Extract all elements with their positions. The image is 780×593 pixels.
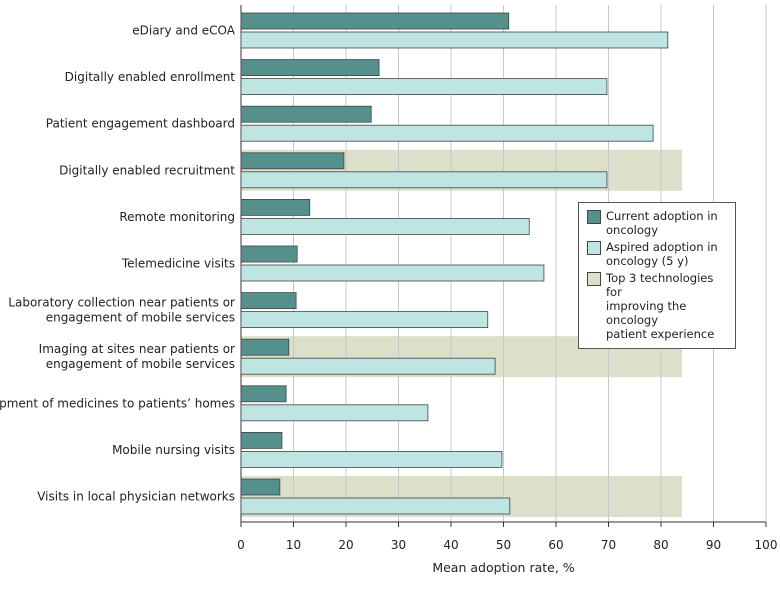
bar-aspired	[240, 311, 489, 329]
category-label-line: engagement of mobile services	[46, 357, 235, 371]
bar-aspired	[240, 404, 429, 422]
category-label-line: engagement of mobile services	[46, 311, 235, 325]
x-tick-label: 100	[755, 538, 778, 552]
legend-item-aspired: Aspired adoption in oncology (5 y)	[587, 240, 729, 268]
category-label-line: Laboratory collection near patients or	[8, 296, 235, 310]
bar-current	[240, 198, 311, 216]
legend-label-current: Current adoption in oncology	[606, 209, 718, 237]
bar-aspired	[240, 450, 503, 468]
category-label: Digitally enabled recruitment	[59, 163, 235, 177]
legend-swatch-current	[587, 210, 601, 224]
category-label: Digitally enabled enrollment	[65, 70, 236, 84]
bar-current	[240, 431, 283, 449]
bar-aspired	[240, 124, 654, 142]
bar-aspired	[240, 357, 496, 375]
legend: Current adoption in oncology Aspired adop…	[578, 202, 736, 349]
legend-item-current: Current adoption in oncology	[587, 209, 729, 237]
x-tick-label: 70	[601, 538, 616, 552]
bar-current	[240, 292, 297, 310]
category-label: Shipment of medicines to patients’ homes	[0, 396, 235, 410]
x-tick-label: 30	[391, 538, 406, 552]
category-label: Mobile nursing visits	[112, 443, 235, 457]
legend-label-top3: Top 3 technologies for improving the onco…	[606, 271, 715, 341]
bar-current	[240, 12, 510, 30]
category-label-line: Remote monitoring	[119, 210, 235, 224]
category-label-line: Mobile nursing visits	[112, 443, 235, 457]
x-tick-label: 40	[443, 538, 458, 552]
bar-aspired	[240, 217, 530, 235]
x-tick-label: 0	[237, 538, 245, 552]
category-label: Visits in local physician networks	[37, 490, 235, 504]
category-label-line: Digitally enabled recruitment	[59, 163, 235, 177]
bar-aspired	[240, 78, 608, 95]
x-tick-label: 60	[548, 538, 563, 552]
x-tick-label: 50	[496, 538, 511, 552]
category-label: eDiary and eCOA	[132, 24, 236, 38]
bar-aspired	[240, 264, 545, 282]
category-label-line: Imaging at sites near patients or	[39, 342, 235, 356]
bar-current	[240, 478, 281, 496]
category-label: Laboratory collection near patients or en…	[8, 296, 235, 325]
bar-current	[240, 338, 290, 356]
bar-aspired	[240, 171, 608, 189]
bar-current	[240, 105, 372, 123]
category-label: Telemedicine visits	[121, 257, 235, 271]
bar-current	[240, 152, 345, 170]
category-label-line: Shipment of medicines to patients’ homes	[0, 396, 235, 410]
category-label-line: Visits in local physician networks	[37, 490, 235, 504]
category-label-line: eDiary and eCOA	[132, 24, 236, 38]
category-label: Remote monitoring	[119, 210, 235, 224]
x-tick-label: 80	[653, 538, 668, 552]
x-tick-label: 90	[706, 538, 721, 552]
bar-current	[240, 59, 380, 76]
legend-swatch-top3	[587, 272, 601, 286]
bar-aspired	[240, 497, 511, 515]
category-label-line: Telemedicine visits	[121, 257, 235, 271]
x-axis-label: Mean adoption rate, %	[432, 560, 574, 575]
x-tick-label: 20	[338, 538, 353, 552]
x-tick-label: 10	[286, 538, 301, 552]
legend-swatch-aspired	[587, 241, 601, 255]
bar-current	[240, 245, 298, 263]
category-label: Patient engagement dashboard	[46, 117, 235, 131]
legend-label-aspired: Aspired adoption in oncology (5 y)	[606, 240, 718, 268]
bar-aspired	[240, 31, 669, 49]
category-label-line: Patient engagement dashboard	[46, 117, 235, 131]
bar-current	[240, 385, 287, 403]
category-label-line: Digitally enabled enrollment	[65, 70, 236, 84]
category-label: Imaging at sites near patients or engagem…	[39, 342, 235, 371]
legend-item-top3: Top 3 technologies for improving the onco…	[587, 271, 729, 341]
